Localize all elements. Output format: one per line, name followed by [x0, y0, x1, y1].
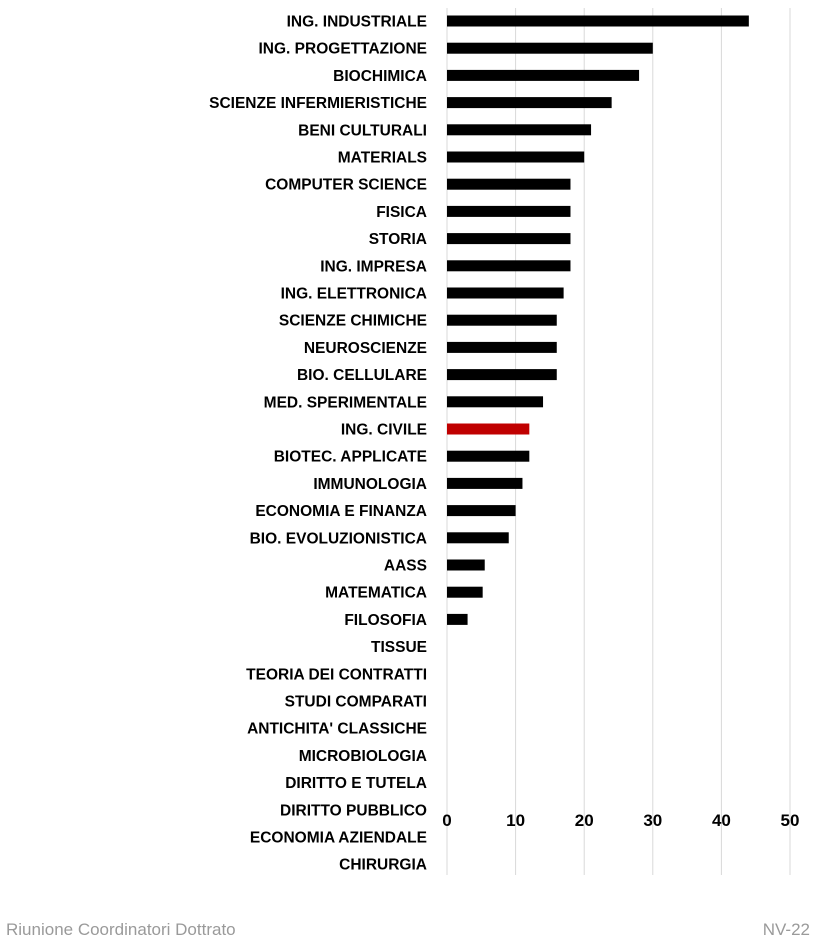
category-label: TEORIA DEI CONTRATTI [246, 666, 427, 683]
category-label: COMPUTER SCIENCE [265, 177, 427, 194]
category-label: TISSUE [371, 639, 427, 656]
footer-right-text: NV-22 [762, 920, 810, 939]
bar [447, 532, 509, 544]
category-label: NEUROSCIENZE [304, 340, 427, 357]
category-label: MED. SPERIMENTALE [264, 394, 427, 411]
category-label: FILOSOFIA [344, 612, 427, 629]
bar [447, 369, 557, 381]
category-label: MATEMATICA [325, 585, 427, 602]
category-label: ING. IMPRESA [320, 258, 427, 275]
category-label: AASS [384, 558, 427, 575]
x-tick-label: 40 [712, 811, 731, 830]
category-label: STORIA [369, 231, 427, 248]
category-label: SCIENZE INFERMIERISTICHE [209, 95, 427, 112]
bar [447, 69, 640, 81]
category-label: SCIENZE CHIMICHE [279, 313, 427, 330]
category-label: BIOTEC. APPLICATE [274, 449, 427, 466]
bars [447, 15, 749, 625]
category-label: DIRITTO E TUTELA [285, 775, 427, 792]
category-label: STUDI COMPARATI [285, 694, 427, 711]
x-tick-labels: 0 10 20 30 40 50 [442, 811, 799, 830]
category-label: DIRITTO PUBBLICO [280, 802, 427, 819]
footer-left-text: Riunione Coordinatori Dottrato [6, 920, 236, 939]
x-tick-label: 0 [442, 811, 451, 830]
category-label: ING. CIVILE [341, 422, 427, 439]
bar-highlighted [447, 423, 530, 435]
bar [447, 178, 571, 190]
category-label: BIO. EVOLUZIONISTICA [250, 530, 427, 547]
bar [447, 559, 485, 571]
category-labels: ING. INDUSTRIALE ING. PROGETTAZIONE BIOCHI… [209, 14, 427, 874]
bar [447, 205, 571, 217]
category-label: BENI CULTURALI [298, 122, 427, 139]
bar [447, 260, 571, 272]
x-tick-label: 30 [643, 811, 662, 830]
category-label: ECONOMIA E FINANZA [255, 503, 427, 520]
bar [447, 396, 544, 408]
x-tick-label: 10 [506, 811, 525, 830]
bar [447, 15, 749, 27]
category-label: ING. ELETTRONICA [281, 286, 427, 303]
x-tick-label: 20 [575, 811, 594, 830]
bar [447, 505, 516, 517]
bar [447, 477, 523, 489]
bar-chart: ING. INDUSTRIALE ING. PROGETTAZIONE BIOCHI… [209, 8, 799, 875]
category-label: IMMUNOLOGIA [313, 476, 427, 493]
category-label: ANTICHITA' CLASSICHE [247, 721, 427, 738]
category-label: CHIRURGIA [339, 857, 427, 874]
bar [447, 233, 571, 245]
bar [447, 586, 483, 598]
gridlines [446, 8, 791, 875]
category-label: MICROBIOLOGIA [299, 748, 427, 765]
category-label: MATERIALS [338, 150, 427, 167]
bar [447, 341, 557, 353]
category-label: ECONOMIA AZIENDALE [250, 830, 427, 847]
category-label: BIOCHIMICA [333, 68, 427, 85]
x-tick-label: 50 [781, 811, 800, 830]
category-label: ING. INDUSTRIALE [287, 14, 427, 31]
bar [447, 613, 468, 625]
bar [447, 450, 530, 462]
bar [447, 42, 653, 54]
bar [447, 151, 585, 163]
bar [447, 314, 557, 326]
category-label: ING. PROGETTAZIONE [259, 41, 428, 58]
bar [447, 287, 564, 299]
bar [447, 97, 612, 109]
category-label: FISICA [376, 204, 427, 221]
bar [447, 124, 592, 136]
category-label: BIO. CELLULARE [297, 367, 427, 384]
